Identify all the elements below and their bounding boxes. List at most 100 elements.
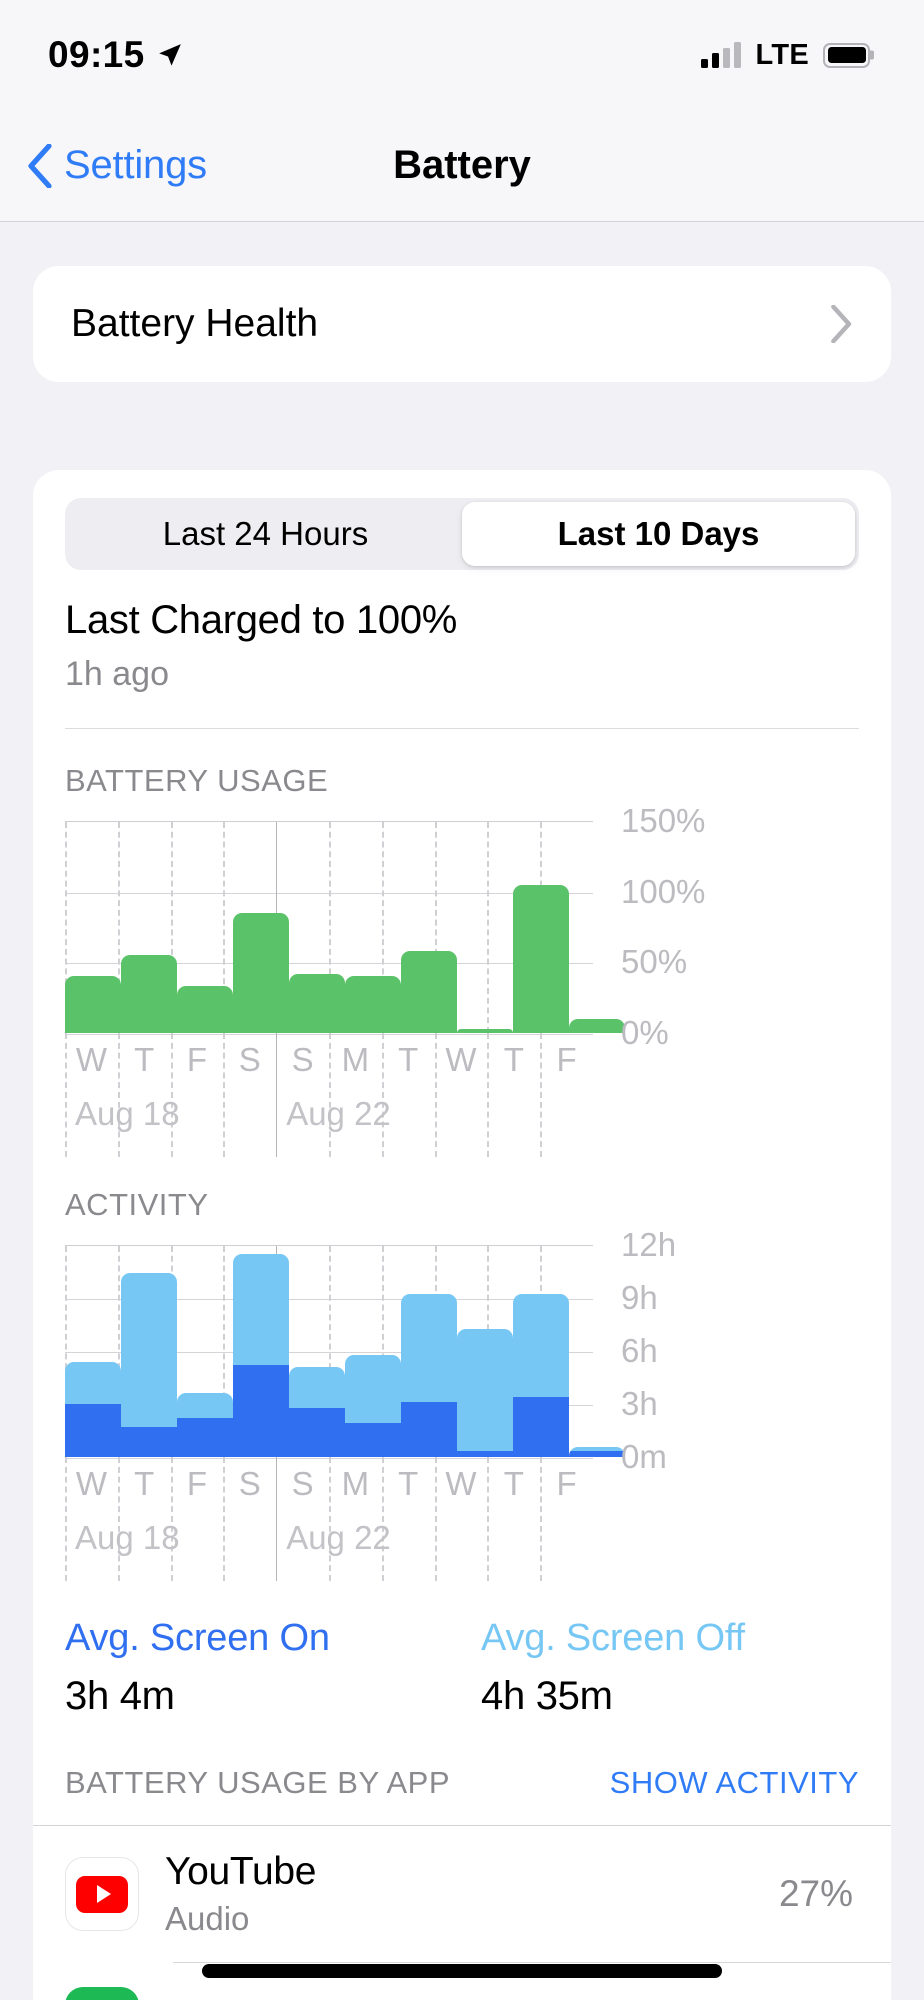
bar-column (457, 821, 513, 1033)
back-button-label: Settings (64, 143, 207, 187)
x-axis-date-label: Aug 22 (286, 1095, 391, 1132)
bar-column (177, 1245, 233, 1457)
x-axis-separator (434, 1033, 437, 1157)
carrier-label: LTE (755, 38, 809, 71)
x-axis-separator (329, 1033, 331, 1157)
avg-screen-off-label: Avg. Screen Off (481, 1617, 745, 1659)
app-subtitle: Audio (165, 1900, 250, 1937)
x-axis-day-label: S (291, 1465, 314, 1502)
bar (289, 973, 345, 1033)
bar-segment-screen-off (289, 1366, 345, 1408)
bar-column (569, 821, 625, 1033)
bar-segment-screen-on (401, 1402, 457, 1457)
avg-screen-on-label: Avg. Screen On (65, 1617, 330, 1659)
stacked-bar (457, 1328, 513, 1457)
bar (121, 955, 177, 1033)
battery-usage-chart-area: 0% 50% 100% 150% (33, 802, 891, 1051)
battery-usage-date-axis: Aug 18 Aug 22 (65, 1033, 593, 1157)
tab-last-24-hours[interactable]: Last 24 Hours (162, 515, 369, 552)
chevron-right-icon (831, 305, 852, 343)
x-axis-day-label: S (291, 1041, 314, 1078)
status-bar: 09:15 LTE (0, 0, 924, 110)
battery-full-icon (823, 42, 874, 68)
x-axis-date-label: Aug 18 (75, 1095, 180, 1132)
x-axis-separator (117, 1457, 120, 1581)
x-axis-separator (329, 1457, 331, 1581)
averages-row: Avg. Screen On 3h 4m Avg. Screen Off 4h … (33, 1577, 891, 1719)
avg-screen-off-block: Avg. Screen Off 4h 35m (443, 1617, 859, 1719)
activity-chart-title: ACTIVITY (65, 1187, 209, 1222)
bar-column (65, 1245, 121, 1457)
bar (65, 976, 121, 1033)
bar-segment-screen-off (513, 1294, 569, 1397)
spotify-icon (65, 1987, 139, 2000)
y-axis-tick-label: 12h (621, 1226, 677, 1263)
avg-screen-on-value: 3h 4m (65, 1674, 175, 1718)
x-axis-separator (434, 1457, 437, 1581)
activity-y-axis: 0m 3h 6h 9h 12h (593, 1226, 891, 1475)
section-divider (33, 1825, 891, 1826)
stacked-bar (121, 1273, 177, 1457)
x-axis-day-label: T (398, 1465, 419, 1502)
bar-segment-screen-on (513, 1396, 569, 1457)
status-time: 09:15 (48, 34, 145, 75)
bars-container (65, 821, 625, 1033)
last-charged-subtitle: 1h ago (65, 655, 169, 693)
bar-column (177, 821, 233, 1033)
bar-column (513, 821, 569, 1033)
bar (177, 986, 233, 1033)
show-activity-button[interactable]: SHOW ACTIVITY (609, 1765, 859, 1800)
divider (65, 728, 859, 729)
x-axis-day-label: T (134, 1465, 155, 1502)
battery-health-label: Battery Health (71, 302, 319, 345)
bar-segment-screen-off (401, 1294, 457, 1403)
bar-column (233, 821, 289, 1033)
grid-separator (223, 1246, 226, 1457)
grid-separator (381, 1246, 384, 1457)
x-axis-date-label: Aug 18 (75, 1519, 180, 1556)
back-button[interactable]: Settings (0, 143, 207, 188)
y-axis-tick-label: 150% (621, 802, 706, 839)
app-name: YouTube (165, 1850, 317, 1893)
activity-chart-area: 0m 3h 6h 9h 12h (33, 1226, 891, 1475)
cellular-signal-icon (701, 42, 742, 68)
status-bar-right: LTE (701, 38, 874, 72)
bar-segment-screen-off (121, 1273, 177, 1427)
avg-screen-on-block: Avg. Screen On 3h 4m (65, 1617, 443, 1719)
grid-separator (117, 822, 120, 1033)
tab-last-10-days[interactable]: Last 10 Days (462, 502, 855, 566)
time-range-segmented-control[interactable]: Last 24 Hours Last 10 Days (65, 498, 859, 570)
battery-health-row[interactable]: Battery Health (33, 266, 891, 382)
x-axis-day-label: W (75, 1465, 107, 1502)
x-axis-day-label: S (238, 1465, 261, 1502)
x-axis-day-label: F (556, 1041, 577, 1078)
grid-separator (487, 822, 490, 1033)
bar-segment-screen-off (569, 1447, 625, 1451)
status-bar-left: 09:15 (48, 34, 183, 76)
x-axis-separator (487, 1457, 490, 1581)
bars-container (65, 1245, 625, 1457)
y-axis-tick-label: 3h (621, 1385, 658, 1422)
x-axis-day-label: W (445, 1465, 477, 1502)
bar-column (513, 1245, 569, 1457)
bar (401, 951, 457, 1033)
stacked-bar (233, 1253, 289, 1457)
grid-separator (117, 1246, 120, 1457)
bar-column (457, 1245, 513, 1457)
stacked-bar (65, 1361, 121, 1457)
bar-column (345, 821, 401, 1033)
x-axis-separator (540, 1457, 543, 1581)
x-axis-day-label: T (134, 1041, 155, 1078)
home-indicator[interactable] (202, 1964, 722, 1978)
bar-column (345, 1245, 401, 1457)
x-axis-separator (276, 1457, 278, 1581)
grid-separator (329, 1246, 331, 1457)
location-arrow-icon (158, 44, 181, 66)
bar-column (569, 1245, 625, 1457)
app-row-youtube[interactable]: YouTube Audio 27% (33, 1826, 891, 1962)
stacked-bar (289, 1366, 345, 1457)
bar-segment-screen-on (345, 1423, 401, 1457)
bar-column (289, 821, 345, 1033)
bar-column (233, 1245, 289, 1457)
